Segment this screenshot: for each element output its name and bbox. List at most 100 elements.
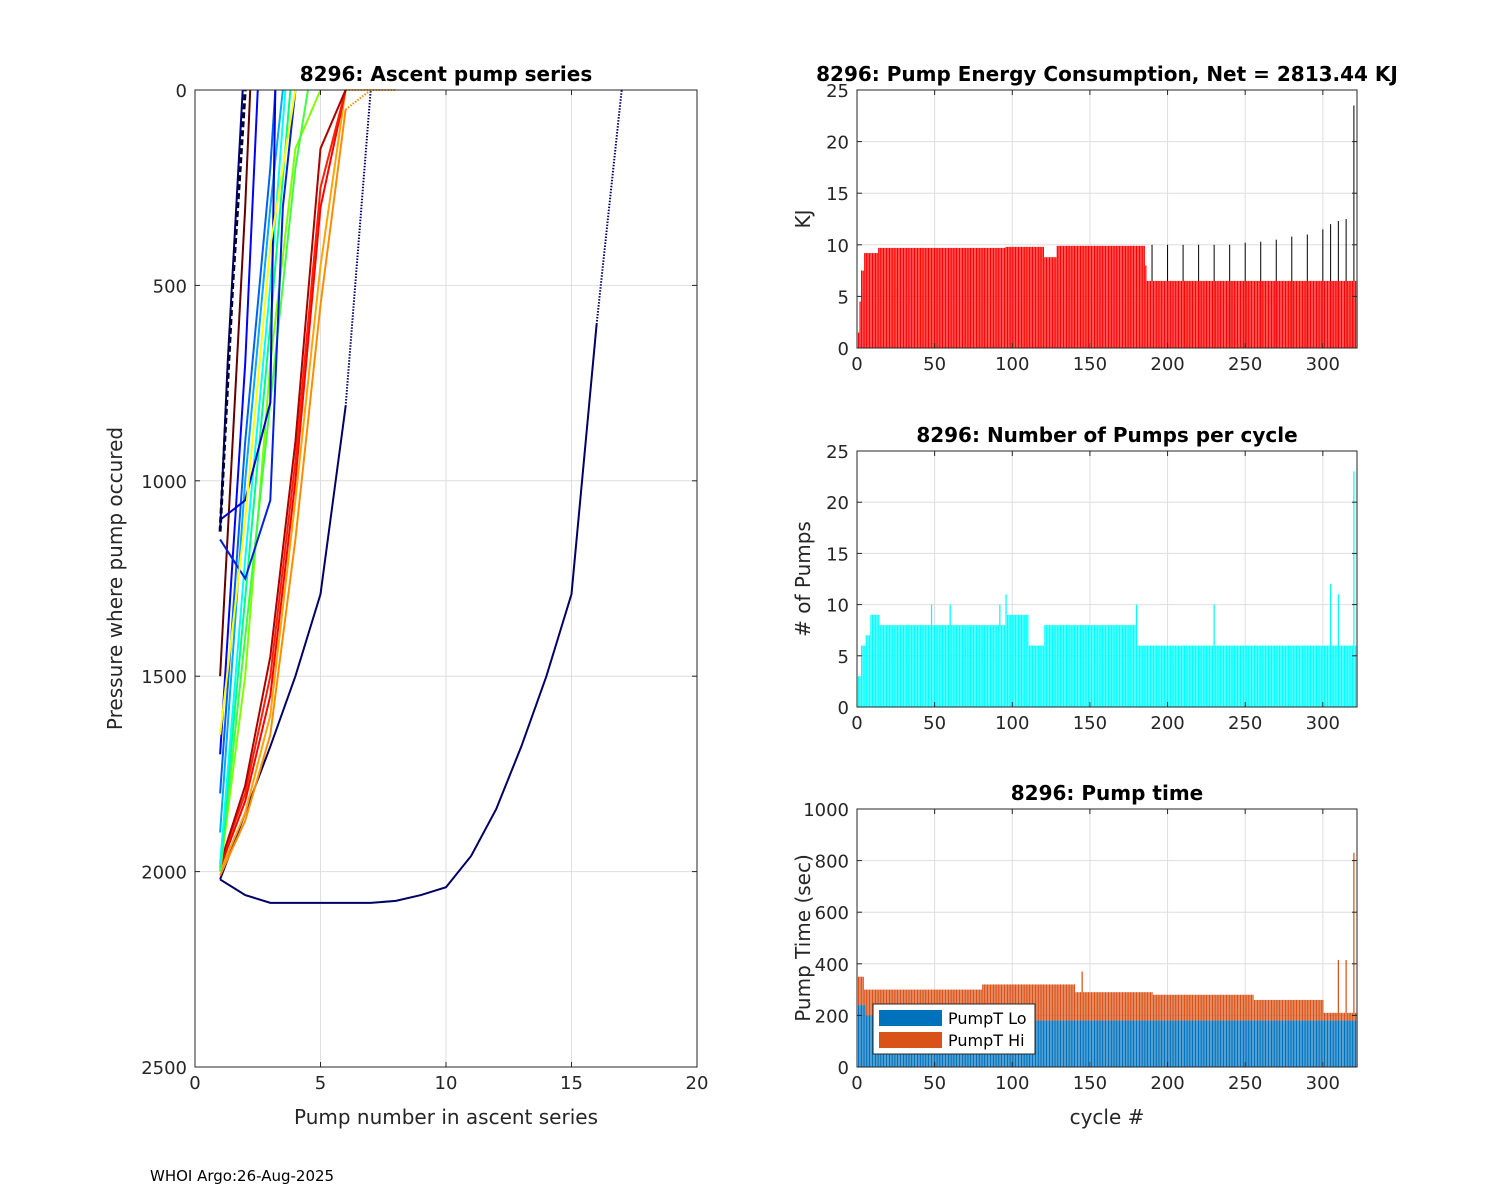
bar-pumpt-hi	[965, 989, 967, 1016]
bar-pumpt-lo	[1072, 1020, 1074, 1067]
bar	[930, 247, 933, 348]
bar-pumpt-hi	[865, 989, 867, 1016]
bar-pumpt-hi	[1322, 999, 1324, 1021]
bar-pumpt-lo	[1039, 1020, 1041, 1067]
bar-pumpt-lo	[1219, 1020, 1221, 1067]
bar	[1152, 280, 1155, 348]
bar	[1121, 625, 1124, 707]
bar	[1339, 645, 1341, 707]
bar-pumpt-hi	[1211, 994, 1214, 1021]
bar-pumpt-hi	[1022, 984, 1024, 1021]
bar	[1347, 280, 1349, 348]
bar-pumpt-hi	[1140, 992, 1142, 1021]
bar-pumpt-hi	[896, 989, 898, 1016]
bar	[1170, 280, 1172, 348]
bar-pumpt-lo	[1111, 1020, 1113, 1067]
bar	[1297, 280, 1299, 348]
bar	[1213, 604, 1215, 707]
bar-pumpt-lo	[1058, 1020, 1060, 1067]
bar	[901, 625, 903, 707]
bar	[977, 247, 979, 348]
bar	[927, 625, 930, 707]
bar-pumpt-hi	[1309, 999, 1312, 1021]
bar-pumpt-hi	[1281, 999, 1284, 1021]
bar-pumpt-lo	[1159, 1020, 1161, 1067]
bar-pumpt-hi	[1222, 994, 1225, 1021]
bar	[1022, 614, 1024, 707]
bar	[1028, 246, 1030, 348]
bar-pumpt-hi	[1092, 992, 1094, 1021]
bar	[1112, 245, 1114, 348]
bar-pumpt-hi	[988, 984, 990, 1021]
bar-pumpt-lo	[1168, 1020, 1170, 1067]
bar	[1194, 280, 1197, 348]
bar	[1225, 280, 1228, 348]
bar-pumpt-hi	[1351, 1012, 1353, 1021]
bar	[1266, 645, 1268, 707]
bar	[1244, 280, 1246, 348]
bar-pumpt-lo	[1143, 1020, 1145, 1067]
x-tick-label: 250	[1228, 713, 1262, 734]
y-tick-label: 15	[826, 184, 849, 205]
bar-pumpt-hi	[918, 989, 920, 1016]
bar	[934, 247, 936, 348]
bar-pumpt-hi	[1326, 1012, 1329, 1021]
bar-pumpt-lo	[1109, 1020, 1111, 1067]
bar	[1019, 614, 1021, 707]
bar	[1114, 625, 1116, 707]
bar	[1202, 280, 1204, 348]
bar-pumpt-lo	[1306, 1020, 1308, 1067]
bar	[1014, 614, 1017, 707]
bar	[1152, 645, 1155, 707]
chart-pumptime: 0 50 100 150 200 250 300 0 200 400 600 800 1000 8296:…	[791, 781, 1358, 1129]
bar-pumpt-hi	[1216, 994, 1218, 1021]
bar-pumpt-hi	[1143, 992, 1145, 1021]
bar-pumpt-hi	[938, 989, 940, 1016]
bar	[1129, 245, 1131, 348]
bar	[997, 247, 999, 348]
bar	[1295, 280, 1298, 348]
bar	[1101, 245, 1103, 348]
bar	[1019, 246, 1021, 348]
bar-pumpt-lo	[1239, 1020, 1242, 1067]
bar-pumpt-hi	[1291, 999, 1293, 1021]
bar	[1114, 245, 1116, 348]
bar	[1353, 280, 1355, 348]
bar	[929, 625, 931, 707]
bar	[1083, 625, 1085, 707]
bar	[1128, 245, 1130, 348]
bar	[1103, 625, 1105, 707]
bar	[1239, 645, 1242, 707]
bar-pumpt-lo	[1076, 1020, 1079, 1067]
bar	[1288, 280, 1290, 348]
chart-title: 8296: Number of Pumps per cycle	[916, 423, 1297, 447]
bar	[1326, 280, 1329, 348]
bar	[1078, 625, 1080, 707]
bar	[1093, 245, 1096, 348]
bar-pumpt-lo	[1317, 1020, 1319, 1067]
bar	[941, 247, 944, 348]
bar	[879, 247, 881, 348]
bar-pumpt-hi	[1229, 994, 1231, 1021]
bar	[1225, 645, 1228, 707]
bar-pumpt-hi	[1058, 984, 1060, 1021]
bar	[887, 247, 889, 348]
bar	[1002, 247, 1004, 348]
bar	[1016, 246, 1018, 348]
bar-pumpt-hi	[923, 989, 925, 1016]
bar	[1168, 645, 1170, 707]
data-marks	[218, 89, 623, 904]
bar	[1215, 645, 1217, 707]
y-tick-label: 800	[815, 852, 849, 873]
bar	[1041, 645, 1043, 707]
bar-pumpt-hi	[1205, 994, 1207, 1021]
axes-box	[856, 808, 1358, 1068]
bar-pumpt-lo	[1298, 1020, 1301, 1067]
bar	[898, 625, 900, 707]
bar-pumpt-lo	[1151, 1020, 1153, 1067]
bar	[1289, 645, 1291, 707]
bar-pumpt-hi	[876, 989, 878, 1016]
bar-pumpt-hi	[1039, 984, 1041, 1021]
y-tick-label: 5	[838, 287, 849, 308]
bar	[1224, 280, 1226, 348]
